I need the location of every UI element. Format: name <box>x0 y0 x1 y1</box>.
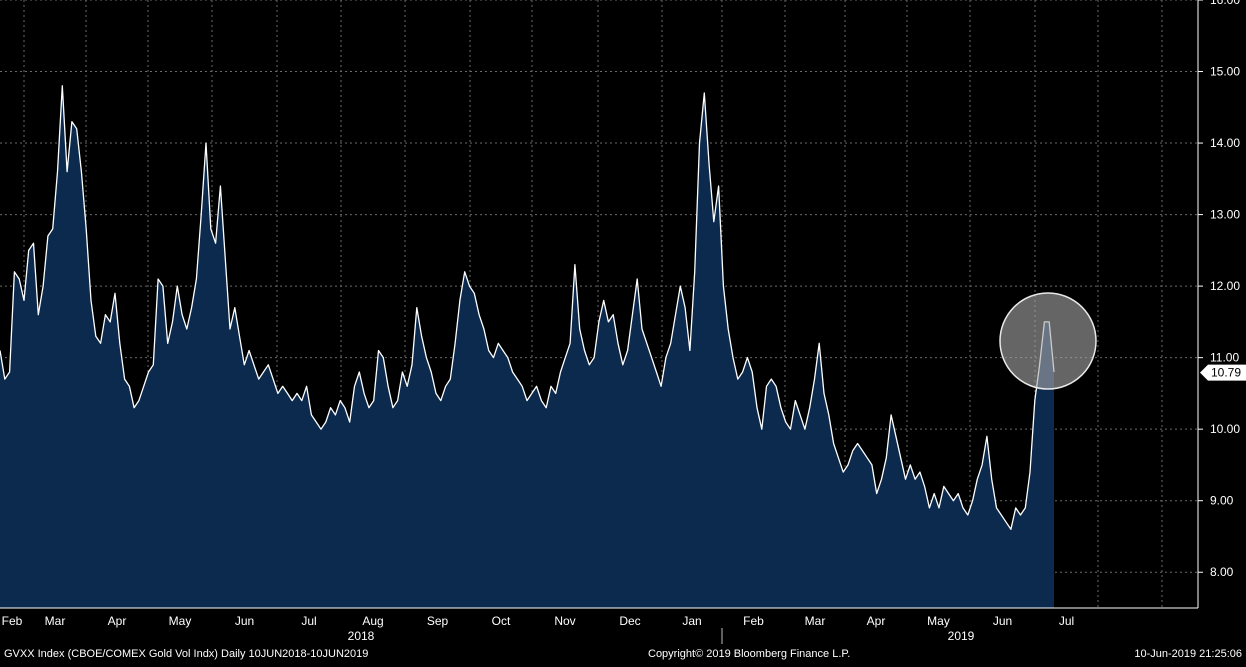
y-tick-label: 14.00 <box>1210 136 1240 150</box>
x-tick-label: Dec <box>619 614 640 628</box>
x-tick-label: Jul <box>1059 614 1074 628</box>
x-tick-label: Oct <box>492 614 511 628</box>
x-tick-label: Jan <box>682 614 701 628</box>
x-tick-label: Apr <box>108 614 127 628</box>
y-tick-label: 13.00 <box>1210 208 1240 222</box>
x-tick-label: Mar <box>45 614 66 628</box>
x-tick-label: May <box>169 614 192 628</box>
highlight-circle <box>999 292 1097 390</box>
x-tick-label: May <box>927 614 950 628</box>
last-value-marker <box>1200 364 1246 381</box>
x-tick-labels: Feb Mar Apr May Jun Jul Aug Sep Oct Nov Dec Jan Feb M… <box>2 614 1075 643</box>
series-area-fill <box>0 85 1054 609</box>
y-tick-label: 12.00 <box>1210 279 1240 293</box>
y-tick-label: 10.00 <box>1210 422 1240 436</box>
ticker-description: GVXX Index (CBOE/COMEX Gold Vol Indx) Da… <box>4 648 368 660</box>
y-tick-label: 16.00 <box>1210 0 1240 7</box>
x-tick-label: Aug <box>362 614 383 628</box>
x-tick-label: Feb <box>2 614 23 628</box>
x-tick-label: Nov <box>554 614 575 628</box>
footer: GVXX Index (CBOE/COMEX Gold Vol Indx) Da… <box>4 648 1242 660</box>
y-tick-labels: 16.00 15.00 14.00 13.00 12.00 11.00 10.00 9.00 8… <box>1210 0 1240 579</box>
year-label: 2018 <box>348 629 375 643</box>
last-value-label: 10.79 <box>1211 366 1241 380</box>
y-tick-label: 11.00 <box>1210 351 1239 365</box>
y-tick-label: 8.00 <box>1210 565 1234 579</box>
x-tick-label: Mar <box>805 614 826 628</box>
x-tick-label: Sep <box>427 614 449 628</box>
series-area <box>0 85 1054 609</box>
series-line <box>0 85 1055 530</box>
year-label: 2019 <box>948 629 975 643</box>
x-tick-label: Jul <box>301 614 316 628</box>
y-tick-label: 9.00 <box>1210 494 1234 508</box>
timestamp-text: 10-Jun-2019 21:25:06 <box>1134 648 1242 660</box>
x-tick-label: Apr <box>867 614 886 628</box>
x-tick-label: Feb <box>743 614 764 628</box>
copyright-text: Copyright© 2019 Bloomberg Finance L.P. <box>648 648 850 660</box>
axes <box>0 0 1203 644</box>
y-tick-label: 15.00 <box>1210 65 1240 79</box>
x-tick-label: Jun <box>235 614 254 628</box>
series-line-path <box>0 85 1055 530</box>
annotation-layer: 10.79 <box>999 292 1246 390</box>
x-tick-label: Jun <box>993 614 1012 628</box>
